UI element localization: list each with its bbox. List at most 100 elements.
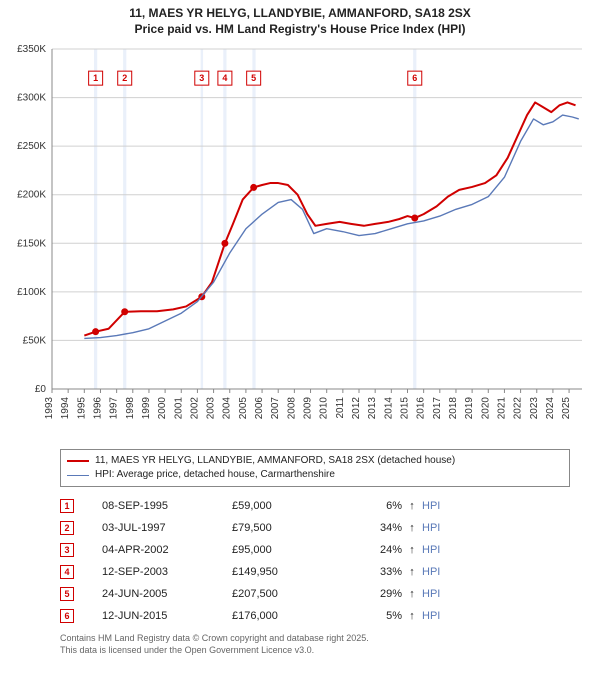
svg-text:2016: 2016 xyxy=(416,397,427,420)
sale-date: 04-APR-2002 xyxy=(102,544,232,556)
svg-text:2023: 2023 xyxy=(529,397,540,420)
legend-swatch xyxy=(67,475,89,476)
up-arrow-icon: ↑ xyxy=(402,544,422,556)
svg-text:£200K: £200K xyxy=(17,190,46,201)
sale-date: 08-SEP-1995 xyxy=(102,500,232,512)
up-arrow-icon: ↑ xyxy=(402,588,422,600)
sale-pct: 5% xyxy=(342,610,402,622)
sale-pct: 33% xyxy=(342,566,402,578)
svg-text:£50K: £50K xyxy=(23,336,47,347)
svg-text:2012: 2012 xyxy=(351,397,362,420)
up-arrow-icon: ↑ xyxy=(402,500,422,512)
svg-text:2013: 2013 xyxy=(367,397,378,420)
legend-row: HPI: Average price, detached house, Carm… xyxy=(67,468,563,482)
svg-text:2014: 2014 xyxy=(383,397,394,420)
page: 11, MAES YR HELYG, LLANDYBIE, AMMANFORD,… xyxy=(0,0,600,661)
sales-row: 108-SEP-1995£59,0006%↑HPI xyxy=(60,495,570,517)
sales-row: 524-JUN-2005£207,50029%↑HPI xyxy=(60,583,570,605)
svg-text:2006: 2006 xyxy=(254,397,265,420)
svg-text:5: 5 xyxy=(251,73,256,83)
svg-text:2: 2 xyxy=(122,73,127,83)
svg-text:£250K: £250K xyxy=(17,141,46,152)
svg-text:1999: 1999 xyxy=(141,397,152,420)
svg-text:3: 3 xyxy=(199,73,204,83)
svg-text:6: 6 xyxy=(412,73,417,83)
chart-svg: £0 £50K £100K £150K £200K £250K £300K £350K 1993… xyxy=(10,41,590,441)
svg-text:2018: 2018 xyxy=(448,397,459,420)
svg-text:2011: 2011 xyxy=(335,397,346,419)
svg-text:1: 1 xyxy=(93,73,98,83)
sale-pct: 6% xyxy=(342,500,402,512)
sale-hpi-label: HPI xyxy=(422,566,462,578)
sale-price: £59,000 xyxy=(232,500,342,512)
sale-hpi-label: HPI xyxy=(422,610,462,622)
svg-text:£300K: £300K xyxy=(17,93,46,104)
svg-text:2010: 2010 xyxy=(319,397,330,420)
sale-date: 03-JUL-1997 xyxy=(102,522,232,534)
svg-text:1997: 1997 xyxy=(109,397,120,420)
footer: Contains HM Land Registry data © Crown c… xyxy=(60,633,570,656)
up-arrow-icon: ↑ xyxy=(402,610,422,622)
svg-text:£150K: £150K xyxy=(17,238,46,249)
sales-row: 4 12-SEP-2003£149,95033%↑HPI xyxy=(60,561,570,583)
sale-price: £207,500 xyxy=(232,588,342,600)
svg-text:1994: 1994 xyxy=(60,397,71,420)
sale-date: 24-JUN-2005 xyxy=(102,588,232,600)
sale-price: £79,500 xyxy=(232,522,342,534)
title-line-1: 11, MAES YR HELYG, LLANDYBIE, AMMANFORD,… xyxy=(10,6,590,22)
sale-pct: 34% xyxy=(342,522,402,534)
svg-text:2003: 2003 xyxy=(206,397,217,420)
svg-text:2019: 2019 xyxy=(464,397,475,420)
sales-row: 2 03-JUL-1997£79,50034%↑HPI xyxy=(60,517,570,539)
legend-label: 11, MAES YR HELYG, LLANDYBIE, AMMANFORD,… xyxy=(95,454,455,468)
sale-pct: 29% xyxy=(342,588,402,600)
sale-price: £95,000 xyxy=(232,544,342,556)
sale-pct: 24% xyxy=(342,544,402,556)
svg-text:£100K: £100K xyxy=(17,287,46,298)
footer-line-1: Contains HM Land Registry data © Crown c… xyxy=(60,633,570,645)
sale-hpi-label: HPI xyxy=(422,522,462,534)
title-line-2: Price paid vs. HM Land Registry's House … xyxy=(10,22,590,38)
sale-date: 12-SEP-2003 xyxy=(102,566,232,578)
svg-text:2009: 2009 xyxy=(303,397,314,420)
up-arrow-icon: ↑ xyxy=(402,566,422,578)
sale-marker: 2 xyxy=(60,521,74,535)
svg-text:2008: 2008 xyxy=(286,397,297,420)
svg-text:£0: £0 xyxy=(35,384,47,395)
svg-text:2000: 2000 xyxy=(157,397,168,420)
svg-text:4: 4 xyxy=(222,73,227,83)
legend-swatch xyxy=(67,460,89,462)
svg-text:2007: 2007 xyxy=(270,397,281,420)
sale-price: £149,950 xyxy=(232,566,342,578)
legend-label: HPI: Average price, detached house, Carm… xyxy=(95,468,335,482)
svg-text:2001: 2001 xyxy=(173,397,184,420)
legend: 11, MAES YR HELYG, LLANDYBIE, AMMANFORD,… xyxy=(60,449,570,487)
svg-text:2024: 2024 xyxy=(545,397,556,420)
svg-text:1993: 1993 xyxy=(44,397,55,420)
svg-text:2005: 2005 xyxy=(238,397,249,420)
footer-line-2: This data is licensed under the Open Gov… xyxy=(60,645,570,657)
sales-table: 108-SEP-1995£59,0006%↑HPI 2 03-JUL-1997£79… xyxy=(60,495,570,627)
svg-text:2025: 2025 xyxy=(561,397,572,420)
svg-text:2020: 2020 xyxy=(480,397,491,420)
svg-text:2004: 2004 xyxy=(222,397,233,420)
title-block: 11, MAES YR HELYG, LLANDYBIE, AMMANFORD,… xyxy=(10,6,590,37)
sale-marker: 6 xyxy=(60,609,74,623)
sales-row: 612-JUN-2015£176,0005%↑HPI xyxy=(60,605,570,627)
svg-text:1996: 1996 xyxy=(92,397,103,420)
legend-row: 11, MAES YR HELYG, LLANDYBIE, AMMANFORD,… xyxy=(67,454,563,468)
sale-hpi-label: HPI xyxy=(422,500,462,512)
svg-text:2022: 2022 xyxy=(513,397,524,420)
sale-hpi-label: HPI xyxy=(422,588,462,600)
svg-text:2017: 2017 xyxy=(432,397,443,420)
sale-hpi-label: HPI xyxy=(422,544,462,556)
svg-text:£350K: £350K xyxy=(17,44,46,55)
svg-text:2015: 2015 xyxy=(399,397,410,420)
sale-price: £176,000 xyxy=(232,610,342,622)
svg-text:2002: 2002 xyxy=(189,397,200,420)
sales-row: 3 04-APR-2002£95,00024%↑HPI xyxy=(60,539,570,561)
up-arrow-icon: ↑ xyxy=(402,522,422,534)
sale-marker: 4 xyxy=(60,565,74,579)
svg-text:1998: 1998 xyxy=(125,397,136,420)
sale-marker: 3 xyxy=(60,543,74,557)
